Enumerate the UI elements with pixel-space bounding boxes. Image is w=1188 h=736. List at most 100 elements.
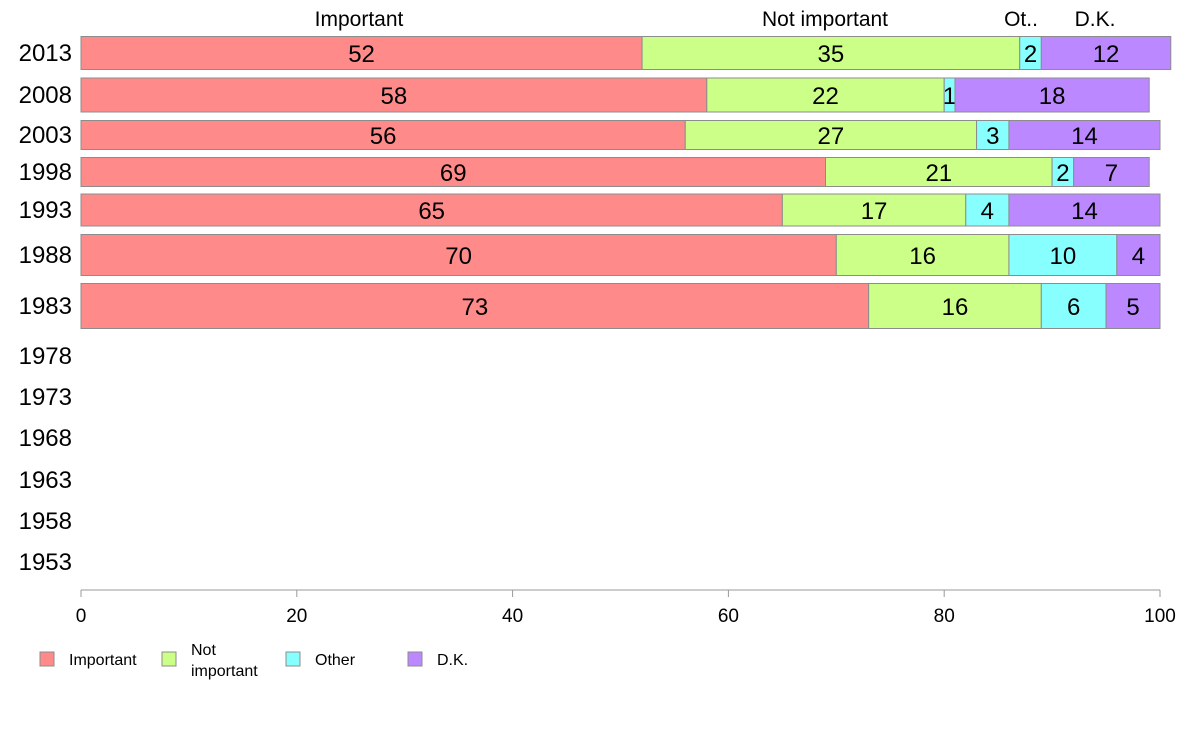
x-tick-label: 20 bbox=[286, 606, 307, 627]
bar-segment bbox=[80, 120, 686, 150]
x-tick-label: 0 bbox=[76, 606, 87, 627]
data-label: 16 bbox=[942, 294, 969, 321]
data-label: 35 bbox=[818, 41, 845, 68]
row-1968: 1968 bbox=[19, 425, 72, 452]
year-label: 1988 bbox=[19, 242, 72, 269]
data-label: 6 bbox=[1067, 294, 1080, 321]
row-1988: 1988 70 16 10 4 bbox=[19, 234, 1161, 276]
bar-segment bbox=[1040, 36, 1172, 70]
year-label: 1968 bbox=[19, 425, 72, 452]
data-label: 17 bbox=[861, 198, 888, 225]
legend-label: D.K. bbox=[437, 652, 468, 669]
bar-segment bbox=[868, 283, 1042, 329]
x-tick-label: 80 bbox=[934, 606, 955, 627]
data-label: 56 bbox=[370, 123, 397, 150]
data-label: 52 bbox=[348, 41, 375, 68]
bar-segment bbox=[80, 234, 837, 276]
data-label: 27 bbox=[818, 123, 845, 150]
data-label: 14 bbox=[1071, 123, 1098, 150]
legend-label: Important bbox=[69, 652, 137, 669]
x-tick-label: 40 bbox=[502, 606, 523, 627]
bar-segment bbox=[1073, 157, 1150, 187]
x-tick-label: 100 bbox=[1144, 606, 1176, 627]
year-label: 1978 bbox=[19, 343, 72, 370]
row-2008: 2008 58 22 1 18 bbox=[19, 77, 1150, 113]
year-label: 1983 bbox=[19, 293, 72, 320]
column-headers: Important Not important Ot.. D.K. bbox=[315, 8, 1116, 31]
bar-segment bbox=[80, 77, 708, 113]
bar-segment bbox=[835, 234, 1010, 276]
row-1998: 1998 69 21 2 7 bbox=[19, 157, 1150, 187]
bar-segment bbox=[684, 120, 978, 150]
bar-segment bbox=[1116, 234, 1161, 276]
x-tick-label: 60 bbox=[718, 606, 739, 627]
bar-segment bbox=[954, 77, 1150, 113]
bar-segment bbox=[965, 193, 1010, 227]
data-label: 3 bbox=[986, 123, 999, 150]
year-label: 2013 bbox=[19, 40, 72, 67]
data-label: 21 bbox=[925, 160, 952, 187]
legend-label: Not bbox=[191, 642, 216, 659]
row-1953: 1953 bbox=[19, 549, 72, 576]
data-label: 22 bbox=[812, 83, 839, 110]
row-2003: 2003 56 27 3 14 bbox=[19, 120, 1161, 150]
data-label: 10 bbox=[1050, 243, 1077, 270]
bar-segment bbox=[781, 193, 967, 227]
legend-swatch bbox=[285, 651, 301, 667]
bar-segment bbox=[80, 157, 827, 187]
data-label: 58 bbox=[381, 83, 408, 110]
data-label: 4 bbox=[1132, 243, 1145, 270]
column-header: Not important bbox=[762, 8, 888, 31]
data-label: 2 bbox=[1024, 41, 1037, 68]
year-label: 1963 bbox=[19, 467, 72, 494]
data-label: 70 bbox=[445, 243, 472, 270]
bar-segment bbox=[1105, 283, 1161, 329]
data-label: 2 bbox=[1056, 160, 1069, 187]
row-1993: 1993 65 17 4 14 bbox=[19, 193, 1161, 227]
year-label: 1993 bbox=[19, 197, 72, 224]
legend-label: important bbox=[191, 663, 258, 680]
year-label: 1998 bbox=[19, 159, 72, 186]
data-label: 18 bbox=[1039, 83, 1066, 110]
year-label: 1958 bbox=[19, 508, 72, 535]
row-1963: 1963 bbox=[19, 467, 72, 494]
data-label: 73 bbox=[461, 294, 488, 321]
legend-swatch bbox=[407, 651, 423, 667]
data-label: 4 bbox=[981, 198, 994, 225]
legend-label: Other bbox=[315, 652, 356, 669]
bar-segment bbox=[706, 77, 945, 113]
data-label: 16 bbox=[909, 243, 936, 270]
year-label: 2008 bbox=[19, 82, 72, 109]
data-label: 5 bbox=[1126, 294, 1139, 321]
bar-segment bbox=[825, 157, 1053, 187]
data-label: 65 bbox=[418, 198, 445, 225]
data-label: 7 bbox=[1105, 160, 1118, 187]
year-label: 1973 bbox=[19, 384, 72, 411]
row-1983: 1983 73 16 6 5 bbox=[19, 283, 1161, 329]
legend-item: Not important bbox=[161, 642, 258, 680]
row-2013: 2013 52 35 2 12 bbox=[19, 36, 1172, 70]
legend-swatch bbox=[39, 651, 55, 667]
row-1973: 1973 bbox=[19, 384, 72, 411]
x-axis: 0 20 40 60 80 100 bbox=[76, 589, 1176, 627]
bar-segment bbox=[80, 36, 643, 70]
bar-segment bbox=[80, 193, 783, 227]
column-header: Important bbox=[315, 8, 404, 31]
year-label: 1953 bbox=[19, 549, 72, 576]
bar-segment bbox=[80, 283, 870, 329]
bar-segment bbox=[1008, 193, 1161, 227]
data-label: 1 bbox=[943, 83, 956, 110]
data-label: 12 bbox=[1093, 41, 1120, 68]
year-label: 2003 bbox=[19, 122, 72, 149]
data-label: 14 bbox=[1071, 198, 1098, 225]
legend-item: Important bbox=[39, 651, 137, 669]
row-1958: 1958 bbox=[19, 508, 72, 535]
bar-segment bbox=[641, 36, 1021, 70]
legend-item: D.K. bbox=[407, 651, 468, 669]
column-header: D.K. bbox=[1075, 8, 1116, 31]
legend-swatch bbox=[161, 651, 177, 667]
bar-segment bbox=[1008, 120, 1161, 150]
legend: Important Not important Other D.K. bbox=[39, 642, 468, 680]
